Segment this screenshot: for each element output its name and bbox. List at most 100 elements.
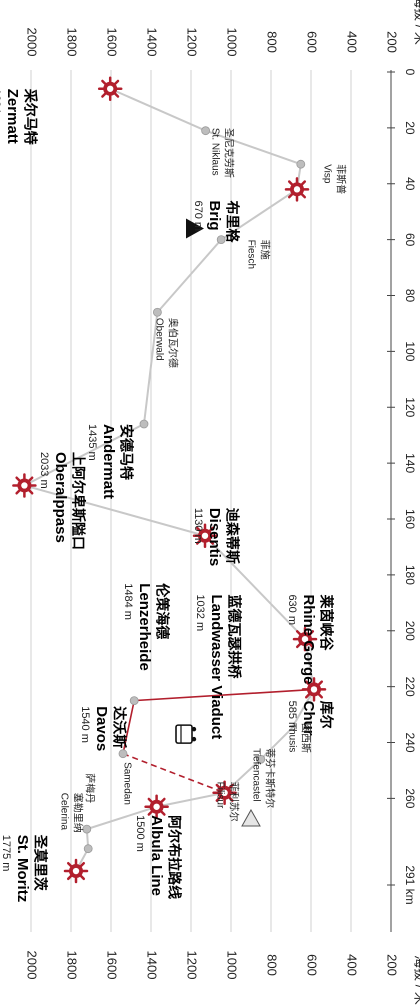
elevation-tick-label-top: 600 [305,31,320,53]
elevation-tick-label-top: 1200 [185,28,200,57]
station-label-en-small: Thusis [286,723,297,752]
station-elevation-label: 630 m [286,594,298,625]
station-elevation-label: 1484 m [122,583,134,620]
station-elevation-label: 1604 m [0,89,2,126]
davos-filisur-dashed-line [122,752,225,794]
elevation-tick-label-top: 200 [385,31,400,53]
km-tick-label: 40 [403,177,417,191]
station-label-zh-small: 萨梅丹 [83,773,96,803]
km-tick-label: 80 [403,289,417,303]
elevation-tick-label-bottom: 2000 [25,951,40,980]
station-label-zh: 莱茵峡谷 [318,594,334,651]
station-label-en: Oberalppass [52,452,69,543]
highlight-station-marker [212,780,237,806]
station-elevation-label: 2033 m [38,452,50,489]
highlight-station-marker [144,794,169,820]
grid [30,70,392,932]
elevation-tick-label-top: 400 [345,31,360,53]
station-label-zh-small: 图西斯 [299,723,312,753]
station-label-en: Davos [93,706,110,751]
highlight-station-marker [97,76,123,102]
km-tick-label: 100 [403,341,417,361]
station-dot [83,844,93,854]
elevation-tick-label-bottom: 400 [345,954,360,976]
station-label-en: Disentis [206,508,223,566]
station-dot [256,754,266,764]
station-elevation-label: 1032 m [194,594,206,631]
station-label-en: Chur [300,701,317,736]
triangle-marker-icon [241,808,261,827]
station-label-zh-small: 菲施 [258,240,271,260]
km-tick-label: 120 [403,397,417,417]
km-tick-label: 180 [403,565,417,585]
km-tick-label: 220 [403,677,417,697]
station-label-zh-small: 圣尼克劳斯 [222,128,235,178]
station-label-en-small: Tiefencastel [250,748,261,802]
station-elevation-label: 1500 m [134,815,146,852]
station-label-zh-small: 菲斯普 [334,164,347,194]
station-dot [152,307,162,317]
station-label-en: St. Moritz [14,835,31,903]
peak-marker-icon [186,218,204,239]
km-tick-label: 60 [403,233,417,247]
station-label-en: Zermatt [4,89,21,144]
elevation-tick-label-top: 1800 [65,28,80,57]
elevation-tick-label-top: 1600 [105,28,120,57]
station-dot [139,419,149,429]
station-label-zh-small: 菲利苏尔 [227,782,240,822]
elevation-tick-label-bottom: 1400 [145,951,160,980]
station-dot [82,824,92,834]
station-elevation-label: 1540 m [79,706,91,743]
elevation-axis-label-bottom: 海拔 / 米 [413,955,420,1005]
station-dot [118,749,128,759]
station-label-en-small: St. Niklaus [209,128,220,176]
highlight-station-marker [301,677,327,702]
elevation-tick-label-top: 1400 [145,28,160,57]
station-label-en: Albula Line [148,815,165,896]
elevation-axis-label-top: 海拔 / 米 [413,0,420,45]
station-label-zh-small: 蒂芬卡斯特尔 [263,748,276,808]
highlight-station-marker [292,626,318,652]
station-elevation-label: 1435 m [86,424,98,461]
km-tick-label: 291 km [403,865,417,904]
station-label-en: Landwasser Viaduct [208,594,225,739]
station-label-zh: 上阿尔卑斯隘口 [70,452,86,550]
station-label-zh-small: 奥伯瓦尔德 [166,318,179,368]
highlight-station-marker [63,858,89,884]
elevation-tick-label-bottom: 600 [305,954,320,976]
highlight-station-marker [12,473,37,498]
station-label-en-small: Celerina [58,793,69,831]
elevation-tick-label-top: 2000 [25,28,40,57]
km-tick-label: 240 [403,732,417,752]
elevation-tick-label-top: 1000 [225,28,240,57]
station-label-en-small: Filisur [214,782,225,809]
station-label-zh: 阿尔布拉路线 [166,815,182,899]
km-tick-label: 20 [403,121,417,135]
station-label-zh: 蓝德瓦瑟拱桥 [226,594,242,679]
station-dot [216,235,226,245]
station-label-zh: 采尔马特 [22,88,38,145]
station-elevation-label: 670 m [192,201,204,232]
elevation-tick-label-bottom: 1000 [225,951,240,980]
km-tick-label: 260 [403,788,417,808]
station-label-en-small: Visp [321,164,332,184]
highlight-station-marker [192,523,218,549]
elevation-tick-label-bottom: 1600 [105,951,120,980]
station-label-en: Andermatt [100,424,117,499]
station-label-zh: 圣莫里茨 [32,834,48,891]
km-tick-label: 160 [403,509,417,529]
highlight-station-marker [284,177,310,202]
station-label-en: Brig [206,201,223,231]
station-dot [296,159,306,169]
km-tick-label: 140 [403,453,417,473]
station-label-en-small: Fiesch [245,240,256,269]
station-label-zh: 库尔 [318,701,334,729]
station-label-zh: 安德马特 [118,424,134,480]
train-icon [175,724,197,744]
station-label-en-small: Oberwald [153,318,164,361]
station-label-en: Rhine Gorge [300,594,317,684]
station-elevation-label: 1130 m [192,508,204,544]
km-tick-label: 0 [403,69,417,76]
elevation-tick-label-top: 800 [265,31,280,53]
elevation-tick-label-bottom: 800 [265,954,280,976]
